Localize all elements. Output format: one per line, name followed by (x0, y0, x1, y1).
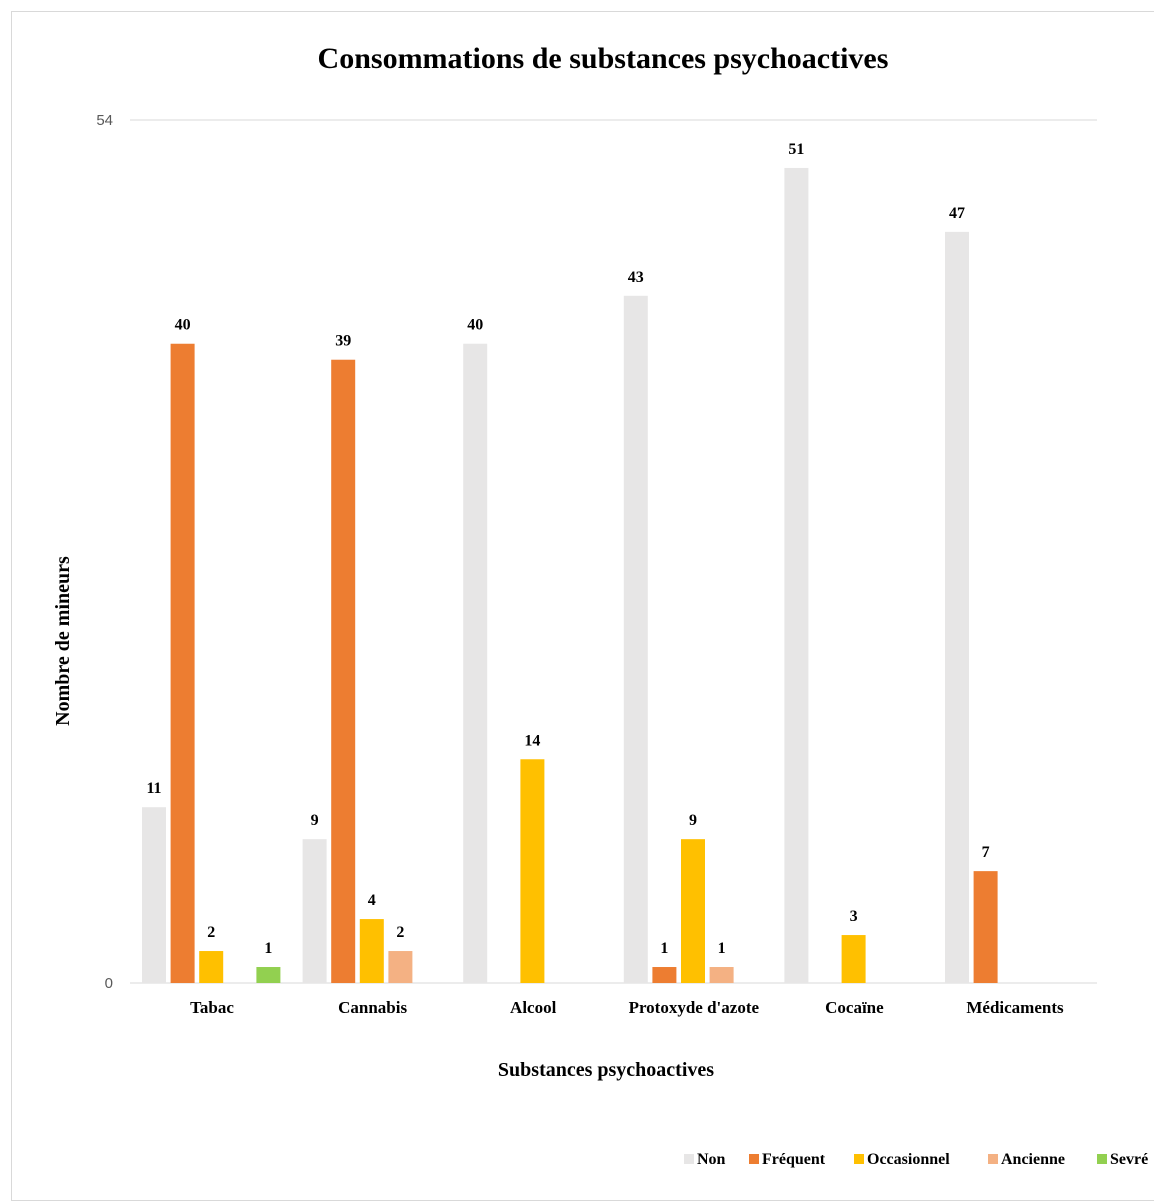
y-tick-label: 54 (96, 112, 113, 129)
legend-swatch (854, 1154, 864, 1164)
bar (681, 839, 705, 983)
category-labels: Tabac Cannabis Alcool Protoxyde d'azote Coca… (190, 998, 1064, 1017)
legend-label: Ancienne (1001, 1151, 1065, 1168)
data-label: 2 (396, 924, 404, 941)
data-label: 3 (850, 908, 858, 925)
data-label: 51 (788, 141, 804, 158)
category-label: Protoxyde d'azote (629, 998, 760, 1017)
data-label: 47 (949, 205, 965, 222)
category-label: Cannabis (338, 998, 407, 1017)
bar (973, 871, 998, 983)
data-label: 11 (146, 780, 161, 797)
y-tick-labels: 0 54 (96, 112, 113, 992)
legend-label: Sevré (1110, 1151, 1148, 1168)
data-labels: 11 40 2 1 9 39 4 2 40 14 43 1 9 1 51 3 47 7 (146, 141, 989, 957)
data-label: 1 (718, 940, 726, 957)
legend-label: Fréquent (762, 1151, 826, 1168)
data-label: 9 (689, 812, 697, 829)
bar (841, 935, 866, 983)
chart-title: Consommations de substances psychoactive… (318, 42, 889, 75)
legend-swatch (749, 1154, 759, 1164)
legend: Non Fréquent Occasionnel Ancienne Sevré (684, 1151, 1148, 1168)
bars (142, 167, 998, 984)
bar (142, 807, 166, 983)
bar (302, 839, 327, 983)
data-label: 4 (368, 892, 376, 909)
category-label: Tabac (190, 998, 234, 1017)
data-label: 9 (311, 812, 319, 829)
legend-label: Occasionnel (867, 1151, 950, 1168)
legend-swatch (988, 1154, 998, 1164)
data-label: 14 (524, 732, 540, 749)
gridlines (130, 119, 1097, 984)
bar (199, 951, 224, 983)
data-label: 40 (467, 317, 483, 334)
legend-label: Non (697, 1151, 726, 1168)
category-label: Cocaïne (825, 998, 884, 1017)
data-label: 43 (628, 269, 644, 286)
bar (945, 231, 969, 984)
bar (652, 967, 677, 983)
y-axis-title: Nombre de mineurs (52, 556, 74, 726)
category-label: Médicaments (966, 998, 1064, 1017)
bar (709, 967, 734, 983)
bar (520, 759, 545, 983)
data-label: 39 (335, 333, 351, 350)
data-label: 40 (175, 317, 191, 334)
bar (388, 951, 413, 983)
bar (359, 919, 384, 983)
legend-swatch (1097, 1154, 1107, 1164)
bar (784, 167, 809, 983)
x-axis-title: Substances psychoactives (498, 1059, 714, 1081)
bar (623, 295, 648, 984)
data-label: 1 (264, 940, 272, 957)
legend-swatch (684, 1154, 694, 1164)
category-label: Alcool (510, 998, 557, 1017)
bar (331, 359, 356, 983)
data-label: 2 (207, 924, 215, 941)
bar (463, 343, 488, 984)
bar (256, 967, 281, 983)
data-label: 7 (982, 844, 990, 861)
y-tick-label: 0 (105, 975, 113, 992)
data-label: 1 (660, 940, 668, 957)
bar (170, 343, 195, 984)
